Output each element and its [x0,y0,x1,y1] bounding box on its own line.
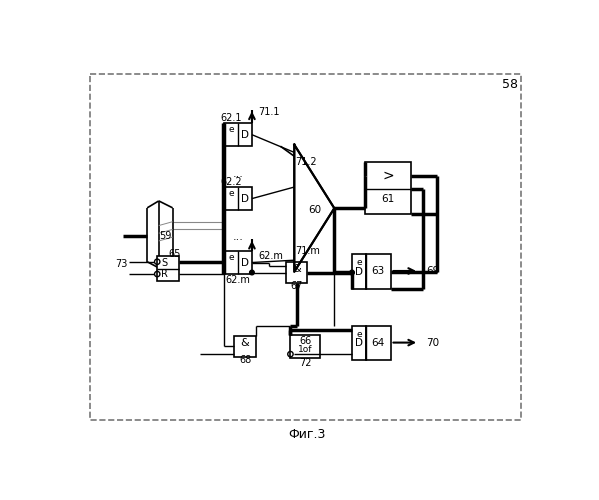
Text: ...: ... [232,232,244,242]
Text: e: e [228,125,234,134]
Text: 65: 65 [168,249,180,259]
Bar [352,326,366,360]
Text: 73: 73 [115,259,127,269]
Text: 72: 72 [299,358,311,368]
Circle shape [250,270,254,275]
Text: 66: 66 [299,336,311,346]
Bar [224,123,252,146]
Polygon shape [294,144,334,272]
Text: S: S [161,258,167,268]
Text: 70: 70 [426,338,439,347]
Text: e: e [356,258,362,267]
Bar [224,251,252,274]
Bar [224,187,252,210]
Text: e: e [356,330,362,338]
Text: 69: 69 [426,266,439,276]
Text: ...: ... [232,169,244,179]
Text: D: D [241,194,249,203]
Text: D: D [355,267,363,277]
Circle shape [350,270,355,275]
Bar [234,336,256,357]
Bar [157,256,179,281]
Text: 62.m: 62.m [226,275,250,285]
Bar [286,262,307,283]
Text: 63: 63 [371,266,385,276]
Text: 59: 59 [159,230,172,240]
Text: 64: 64 [371,338,385,347]
Text: 71.m: 71.m [295,246,320,256]
Text: 71.2: 71.2 [295,158,317,168]
Bar [366,254,391,288]
Text: 62.1: 62.1 [220,113,242,122]
Text: R: R [161,269,168,279]
Text: 62.2: 62.2 [220,176,242,186]
Text: 58: 58 [502,78,518,91]
Text: D: D [241,258,249,268]
Bar [366,326,391,360]
Text: D: D [355,338,363,348]
Text: 68: 68 [239,356,251,366]
Text: 71.1: 71.1 [258,108,280,118]
Bar [352,254,366,288]
Text: D: D [241,130,249,140]
Bar [365,162,412,214]
Bar [291,335,320,358]
Text: >: > [382,168,394,182]
Text: 1of: 1of [298,345,312,354]
Text: 60: 60 [308,205,322,215]
Text: &: & [241,338,249,348]
Text: Фиг.3: Фиг.3 [288,428,325,440]
Text: 62.m: 62.m [259,250,283,260]
Text: 67: 67 [291,282,302,292]
Text: e: e [228,252,234,262]
Text: 61: 61 [382,194,395,203]
Text: &: & [292,264,301,274]
Text: e: e [228,188,234,198]
